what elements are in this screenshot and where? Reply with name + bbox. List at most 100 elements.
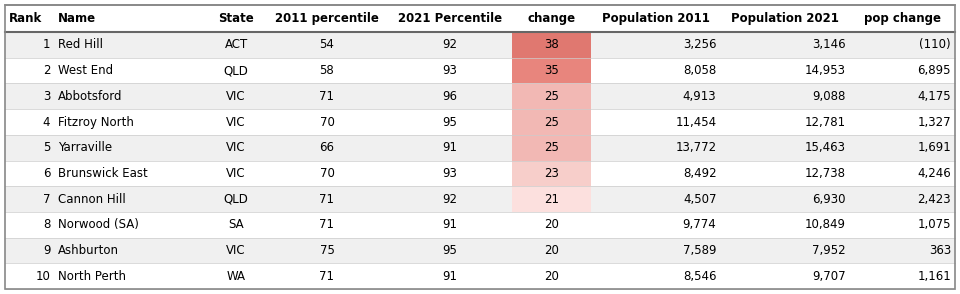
Bar: [512, 109, 591, 135]
Text: 20: 20: [544, 244, 559, 257]
Bar: [720, 5, 850, 32]
Text: 4,913: 4,913: [683, 90, 716, 103]
Text: Population 2011: Population 2011: [602, 12, 709, 25]
Text: 91: 91: [443, 218, 458, 231]
Text: 10,849: 10,849: [804, 218, 846, 231]
Text: 15,463: 15,463: [804, 141, 846, 154]
Bar: [5, 161, 955, 186]
Text: 25: 25: [544, 141, 559, 154]
Text: 8,058: 8,058: [684, 64, 716, 77]
Text: 12,781: 12,781: [804, 116, 846, 128]
Text: North Perth: North Perth: [59, 270, 127, 283]
Text: 8,546: 8,546: [683, 270, 716, 283]
Bar: [512, 32, 591, 58]
Text: Norwood (SA): Norwood (SA): [59, 218, 139, 231]
Text: 70: 70: [320, 167, 334, 180]
Text: 6,895: 6,895: [918, 64, 951, 77]
Text: 4: 4: [43, 116, 50, 128]
Text: 38: 38: [544, 39, 559, 51]
Text: 93: 93: [443, 167, 458, 180]
Bar: [5, 83, 955, 109]
Bar: [5, 186, 955, 212]
Bar: [5, 109, 955, 135]
Text: 54: 54: [320, 39, 334, 51]
Text: 363: 363: [928, 244, 951, 257]
Text: 23: 23: [544, 167, 559, 180]
Bar: [850, 5, 955, 32]
Bar: [5, 5, 55, 32]
Text: (110): (110): [920, 39, 951, 51]
Text: 4,507: 4,507: [683, 193, 716, 206]
Bar: [5, 58, 955, 83]
Text: Abbotsford: Abbotsford: [59, 90, 123, 103]
Text: 1,161: 1,161: [917, 270, 951, 283]
Text: 9,774: 9,774: [683, 218, 716, 231]
Text: 7: 7: [43, 193, 50, 206]
Text: 91: 91: [443, 141, 458, 154]
Text: 91: 91: [443, 270, 458, 283]
Text: Rank: Rank: [9, 12, 42, 25]
Text: 9,088: 9,088: [812, 90, 846, 103]
Bar: [591, 5, 720, 32]
Bar: [5, 32, 955, 58]
Text: 4,175: 4,175: [918, 90, 951, 103]
Text: 1: 1: [43, 39, 50, 51]
Text: 4,246: 4,246: [917, 167, 951, 180]
Bar: [512, 135, 591, 161]
Text: VIC: VIC: [227, 244, 246, 257]
Text: 71: 71: [320, 90, 334, 103]
Text: 35: 35: [544, 64, 559, 77]
Text: 8,492: 8,492: [683, 167, 716, 180]
Text: 71: 71: [320, 193, 334, 206]
Text: 70: 70: [320, 116, 334, 128]
Text: 11,454: 11,454: [675, 116, 716, 128]
Text: 6: 6: [43, 167, 50, 180]
Text: 3,146: 3,146: [812, 39, 846, 51]
Text: 1,327: 1,327: [918, 116, 951, 128]
Text: ACT: ACT: [225, 39, 248, 51]
Text: QLD: QLD: [224, 64, 249, 77]
Text: Fitzroy North: Fitzroy North: [59, 116, 134, 128]
Text: State: State: [218, 12, 254, 25]
Bar: [512, 161, 591, 186]
Text: VIC: VIC: [227, 167, 246, 180]
Bar: [5, 263, 955, 289]
Text: 13,772: 13,772: [675, 141, 716, 154]
Text: Red Hill: Red Hill: [59, 39, 104, 51]
Text: 58: 58: [320, 64, 334, 77]
Text: 71: 71: [320, 270, 334, 283]
Text: 92: 92: [443, 193, 458, 206]
Text: WA: WA: [227, 270, 246, 283]
Text: 20: 20: [544, 218, 559, 231]
Text: QLD: QLD: [224, 193, 249, 206]
Text: 7,952: 7,952: [812, 244, 846, 257]
Text: Ashburton: Ashburton: [59, 244, 119, 257]
Text: 95: 95: [443, 116, 458, 128]
Bar: [265, 5, 389, 32]
Text: 6,930: 6,930: [812, 193, 846, 206]
Bar: [389, 5, 512, 32]
Bar: [512, 186, 591, 212]
Text: 75: 75: [320, 244, 334, 257]
Text: 12,738: 12,738: [804, 167, 846, 180]
Text: VIC: VIC: [227, 116, 246, 128]
Bar: [512, 83, 591, 109]
Text: 2021 Percentile: 2021 Percentile: [398, 12, 502, 25]
Text: 96: 96: [443, 90, 458, 103]
Text: 25: 25: [544, 116, 559, 128]
Text: 1,075: 1,075: [918, 218, 951, 231]
Text: 95: 95: [443, 244, 458, 257]
Bar: [5, 238, 955, 263]
Text: change: change: [527, 12, 576, 25]
Text: 10: 10: [36, 270, 50, 283]
Text: West End: West End: [59, 64, 113, 77]
Text: 9: 9: [43, 244, 50, 257]
Text: Yarraville: Yarraville: [59, 141, 112, 154]
Bar: [5, 135, 955, 161]
Text: 20: 20: [544, 270, 559, 283]
Text: 2011 percentile: 2011 percentile: [275, 12, 379, 25]
Text: 5: 5: [43, 141, 50, 154]
Text: 2,423: 2,423: [918, 193, 951, 206]
Text: 9,707: 9,707: [812, 270, 846, 283]
Bar: [512, 58, 591, 83]
